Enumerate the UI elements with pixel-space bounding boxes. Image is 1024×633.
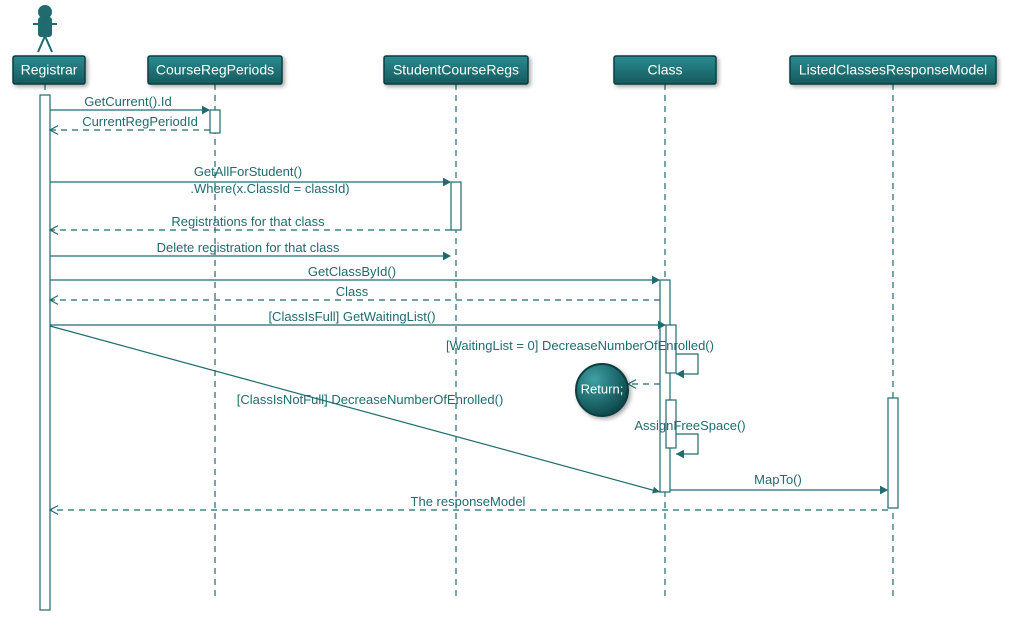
lifeline-label-listedClasses: ListedClassesResponseModel bbox=[799, 62, 987, 78]
message-label-3: Registrations for that class bbox=[171, 214, 325, 229]
message-label-2: GetAllForStudent() bbox=[194, 164, 302, 179]
message-3: Registrations for that class bbox=[50, 214, 451, 234]
message-4: Delete registration for that class bbox=[50, 240, 451, 260]
lifeline-label-registrar: Registrar bbox=[21, 62, 78, 78]
message-label-7: [ClassIsFull] GetWaitingList() bbox=[268, 309, 435, 324]
activation-class-3 bbox=[660, 280, 670, 492]
message-label2-2: .Where(x.ClassId = classId) bbox=[190, 181, 349, 196]
message-5: GetClassById() bbox=[50, 264, 660, 284]
message-label-9: [ClassIsNotFull] DecreaseNumberOfEnrolle… bbox=[237, 392, 504, 407]
message-2: GetAllForStudent() .Where(x.ClassId = cla… bbox=[50, 164, 451, 196]
activation-courseRegPeriods-1 bbox=[210, 110, 220, 133]
lifeline-label-courseRegPeriods: CourseRegPeriods bbox=[156, 62, 274, 78]
message-label-10: AssignFreeSpace() bbox=[634, 418, 745, 433]
message-label-1: CurrentRegPeriodId bbox=[82, 114, 198, 129]
message-label-4: Delete registration for that class bbox=[157, 240, 340, 255]
message-label-8: [WaitingList = 0] DecreaseNumberOfEnroll… bbox=[446, 338, 714, 353]
message-label-11: MapTo() bbox=[754, 472, 802, 487]
activation-listedClasses-6 bbox=[888, 398, 898, 508]
lifeline-label-studentCourseRegs: StudentCourseRegs bbox=[393, 62, 519, 78]
activation-studentCourseRegs-2 bbox=[451, 182, 461, 230]
message-1: CurrentRegPeriodId bbox=[50, 114, 210, 134]
return-node-label: Return; bbox=[581, 381, 624, 396]
lifeline-label-class: Class bbox=[647, 62, 682, 78]
message-12: The responseModel bbox=[50, 494, 888, 514]
message-11: MapTo() bbox=[670, 472, 888, 494]
actor-registrar bbox=[33, 6, 57, 52]
message-label-6: Class bbox=[336, 284, 369, 299]
message-label-5: GetClassById() bbox=[308, 264, 396, 279]
message-label-12: The responseModel bbox=[411, 494, 526, 509]
activation-registrar-0 bbox=[40, 95, 50, 610]
message-7: [ClassIsFull] GetWaitingList() bbox=[50, 309, 666, 329]
message-label-0: GetCurrent().Id bbox=[84, 94, 171, 109]
sequence-diagram: Registrar CourseRegPeriods StudentCourseRe… bbox=[0, 0, 1024, 633]
message-6: Class bbox=[50, 284, 660, 304]
message-0: GetCurrent().Id bbox=[50, 94, 210, 114]
message-10: AssignFreeSpace() bbox=[634, 418, 745, 458]
